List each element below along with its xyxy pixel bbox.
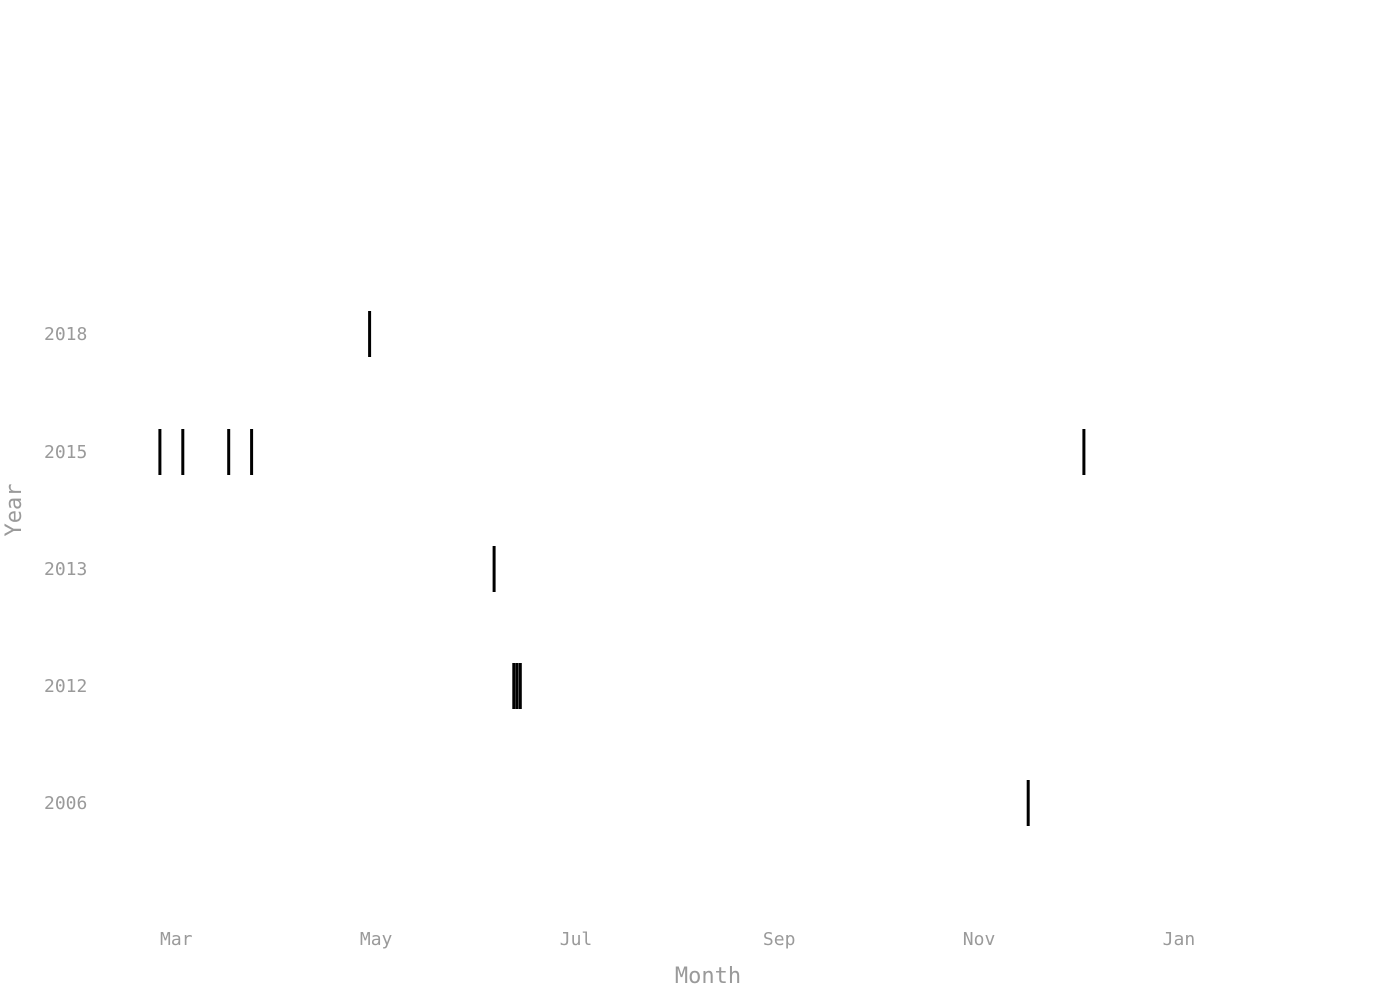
x-tick-label: Jul: [560, 929, 593, 950]
y-tick-label: 2006: [44, 793, 87, 814]
y-axis-tick-labels: 2006 2012 2013 2015 2018: [44, 324, 87, 814]
x-tick-label: Jan: [1163, 929, 1196, 950]
x-tick-label: May: [360, 929, 393, 950]
x-tick-label: Nov: [963, 929, 996, 950]
y-tick-label: 2015: [44, 442, 87, 463]
y-tick-label: 2013: [44, 559, 87, 580]
y-axis-title: Year: [2, 484, 27, 537]
x-tick-label: Sep: [763, 929, 796, 950]
y-tick-label: 2012: [44, 676, 87, 697]
x-axis-title: Month: [675, 964, 741, 989]
data-ticks: [158, 311, 1086, 826]
x-tick-label: Mar: [160, 929, 193, 950]
y-tick-label: 2018: [44, 324, 87, 345]
x-axis-tick-labels: Mar May Jul Sep Nov Jan: [160, 929, 1195, 950]
